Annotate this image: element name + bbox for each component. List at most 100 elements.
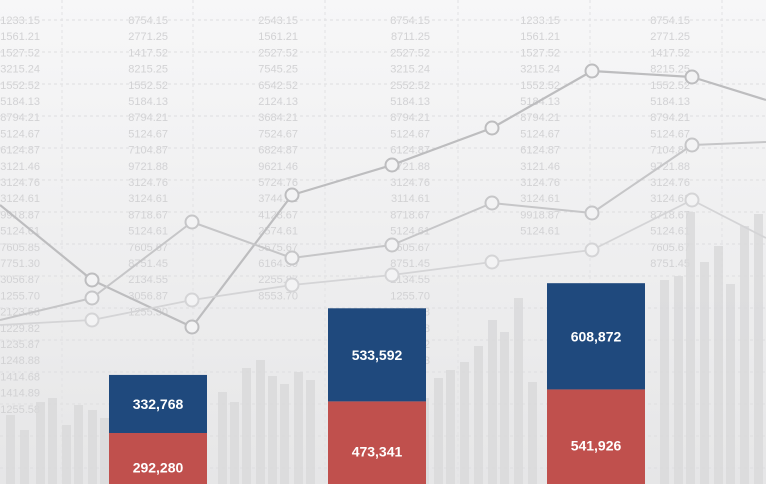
background-decorative-lines [0,63,766,335]
background-number: 8751.45 [128,258,168,270]
background-bar [686,212,695,484]
background-line-marker [584,205,600,221]
background-number: 3124.76 [128,177,168,189]
background-number: 3215.24 [0,64,40,76]
background-number: 5124.61 [520,226,560,238]
background-line-marker [84,312,100,328]
background-line-marker [384,157,400,173]
background-number: 3056.87 [0,274,40,286]
background-number: 2527.52 [390,47,430,59]
background-number: 1235.87 [0,339,40,351]
background-number: 3124.61 [520,193,560,205]
background-number: 5724.76 [258,177,298,189]
background-number: 3124.76 [520,177,560,189]
bar-segment-1-2 [547,283,645,390]
background-number: 1255.70 [0,290,40,302]
background-line-marker [484,120,500,136]
background-number: 5124.61 [128,226,168,238]
background-bar [674,276,683,484]
bar-segment-0-1 [328,401,426,484]
bar-segment-0-0 [109,432,207,484]
background-number: 6542.52 [258,80,298,92]
background-bar [256,360,265,484]
background-bar [268,376,277,484]
background-bar [306,380,315,484]
background-bar [488,320,497,484]
background-bar [88,410,97,484]
background-number: 3215.24 [520,64,560,76]
background-number: 5184.13 [520,96,560,108]
background-line-marker [584,242,600,258]
background-line-marker [284,187,300,203]
data-label-0-2: 541,926 [571,438,622,454]
background-number: 8751.45 [390,258,430,270]
background-number: 1552.52 [128,80,168,92]
background-bar [62,425,71,484]
background-number: 6124.87 [390,145,430,157]
background-number: 8215.25 [128,64,168,76]
background-line-marker [284,277,300,293]
background-number: 1552.52 [650,80,690,92]
background-bar [242,368,251,484]
background-number: 1255.30 [128,307,168,319]
background-number: 7104.87 [128,145,168,157]
background-bar [74,405,83,484]
background-number: 8215.25 [650,64,690,76]
background-bar [714,246,723,484]
background-bar [20,430,29,484]
data-label-0-0: 292,280 [133,459,184,475]
background-number: 5124.67 [520,128,560,140]
background-number: 2771.25 [650,31,690,43]
background-number: 3124.76 [650,177,690,189]
background-number: 2134.55 [390,274,430,286]
background-number: 3124.61 [0,193,40,205]
background-number: 8794.21 [650,112,690,124]
data-label-0-1: 473,341 [352,444,403,460]
background-bar [230,402,239,484]
background-line-marker [84,272,100,288]
background-number: 3114.61 [391,193,430,205]
background-number: 1233.15 [0,15,40,27]
background-number: 3684.21 [258,112,298,124]
background-number: 1229.82 [0,323,40,335]
bar-segment-1-1 [328,308,426,402]
bar-segment-1-0 [109,374,207,433]
background-number: 1233.15 [520,15,560,27]
background-number: 7524.67 [258,128,298,140]
background-line-marker [84,290,100,306]
background-number: 1561.21 [258,31,298,43]
background-number: 8718.67 [390,209,430,221]
background-line-marker [484,254,500,270]
background-number: 8754.15 [650,15,690,27]
background-bar [726,284,735,484]
background-line-marker [284,250,300,266]
background-bar [514,298,523,484]
background-number: 8794.21 [390,112,430,124]
background-number: 7605.67 [650,242,690,254]
background-number: 8794.21 [520,112,560,124]
background-number: 1552.52 [520,80,560,92]
background-number: 6124.87 [520,145,560,157]
background-bar [280,384,289,484]
background-bar [500,332,509,484]
background-number: 3215.24 [390,64,430,76]
background-number: 5184.13 [128,96,168,108]
background-number: 5184.13 [0,96,40,108]
background-number: 2123.58 [0,307,40,319]
background-number: 9721.88 [128,161,168,173]
background-number: 9721.88 [390,161,430,173]
background-bar [36,402,45,484]
background-number: 6124.87 [0,145,40,157]
background-line-marker [684,192,700,208]
background-number: 5124.67 [390,128,430,140]
background-bar [218,392,227,484]
background-line-marker [184,214,200,230]
background-number: 5124.67 [128,128,168,140]
background-number: 7751.30 [0,258,40,270]
background-number: 1414.68 [0,371,40,383]
background-number: 7605.85 [0,242,40,254]
background-number: 1527.52 [0,47,40,59]
background-number: 8794.21 [128,112,168,124]
background-number: 1417.52 [128,47,168,59]
background-number: 1552.52 [0,80,40,92]
